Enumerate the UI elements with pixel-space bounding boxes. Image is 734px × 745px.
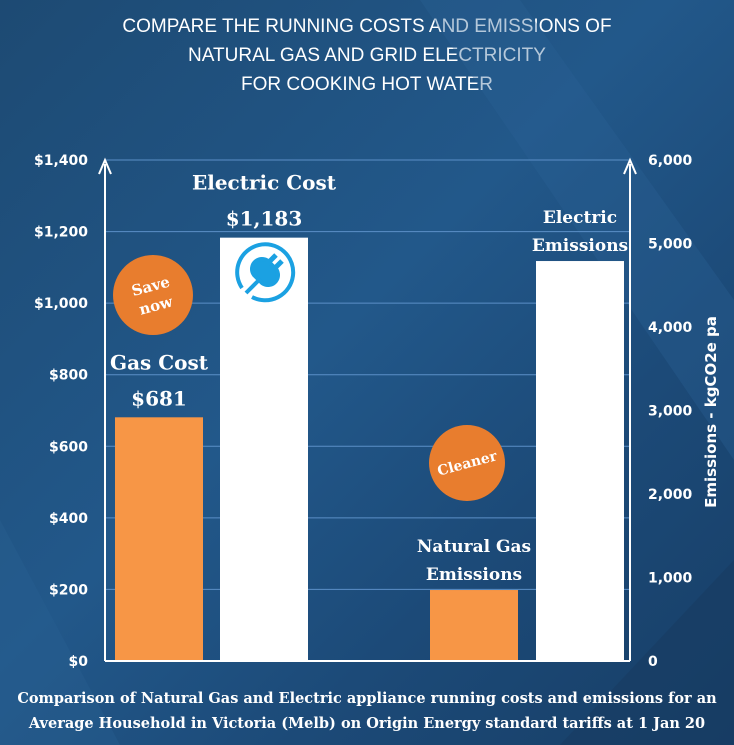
left-tick-label: $800 — [49, 368, 88, 384]
right-tick-label: 1,000 — [648, 571, 693, 587]
footnote-line: Average Household in Victoria (Melb) on … — [28, 715, 706, 732]
title-line: COMPARE THE RUNNING COSTS AND EMISSIONS … — [122, 16, 612, 37]
right-axis-label: Emissions - kgCO2e pa — [702, 316, 720, 508]
badge-circle — [429, 425, 505, 501]
bar-electric-cost — [220, 237, 308, 661]
bar-label: Emissions — [426, 565, 522, 585]
title-line: NATURAL GAS AND GRID ELECTRICITY — [188, 45, 546, 66]
bar-label: Natural Gas — [417, 537, 531, 557]
title-line: FOR COOKING HOT WATER — [241, 74, 493, 95]
bar-label: Electric Cost — [192, 171, 337, 195]
bar-label: Emissions — [532, 236, 628, 256]
right-tick-label: 5,000 — [648, 237, 693, 253]
bar-label: $1,183 — [226, 207, 303, 231]
right-tick-label: 4,000 — [648, 320, 693, 336]
plug-icon-ring — [235, 242, 296, 303]
chart-title: COMPARE THE RUNNING COSTS AND EMISSIONS … — [0, 12, 734, 99]
plug-icon — [235, 242, 296, 303]
bar-electric-emissions — [536, 261, 624, 661]
cleaner-badge: Cleaner — [429, 425, 505, 501]
bar-label: $681 — [131, 386, 187, 410]
right-tick-label: 2,000 — [648, 487, 693, 503]
footnote: Comparison of Natural Gas and Electric a… — [0, 686, 734, 736]
badge-circle — [113, 255, 193, 335]
bar-gas-emissions — [430, 590, 518, 661]
bar-gas-cost — [115, 417, 203, 661]
bar-label: Electric — [543, 208, 617, 228]
footnote-line: Comparison of Natural Gas and Electric a… — [17, 690, 717, 707]
left-tick-label: $1,400 — [34, 153, 88, 169]
left-tick-label: $600 — [49, 439, 88, 455]
left-tick-label: $1,000 — [34, 296, 88, 312]
right-tick-label: 3,000 — [648, 404, 693, 420]
left-tick-label: $200 — [49, 582, 88, 598]
left-axis-arrow-icon — [98, 157, 112, 175]
left-tick-label: $0 — [69, 654, 89, 670]
plug-icon-prongs — [264, 253, 284, 273]
right-tick-label: 0 — [648, 654, 658, 670]
bar-label: Gas Cost — [110, 350, 209, 374]
left-tick-label: $1,200 — [34, 225, 88, 241]
right-axis-arrow-icon — [623, 157, 637, 175]
left-tick-label: $400 — [49, 511, 88, 527]
right-tick-label: 6,000 — [648, 153, 693, 169]
